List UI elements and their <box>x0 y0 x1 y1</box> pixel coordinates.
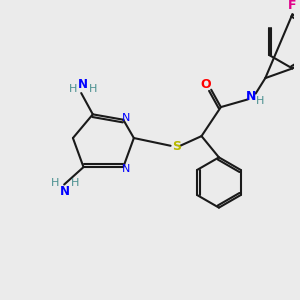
Text: N: N <box>246 90 256 103</box>
Text: H: H <box>69 84 78 94</box>
Text: S: S <box>172 140 181 153</box>
Text: H: H <box>70 178 79 188</box>
Text: N: N <box>78 78 88 91</box>
Text: N: N <box>122 113 130 123</box>
Text: H: H <box>88 84 97 94</box>
Text: H: H <box>51 178 60 188</box>
Text: N: N <box>60 185 70 198</box>
Text: N: N <box>122 164 130 174</box>
Text: O: O <box>200 78 211 92</box>
Text: F: F <box>288 0 297 12</box>
Text: H: H <box>256 96 265 106</box>
